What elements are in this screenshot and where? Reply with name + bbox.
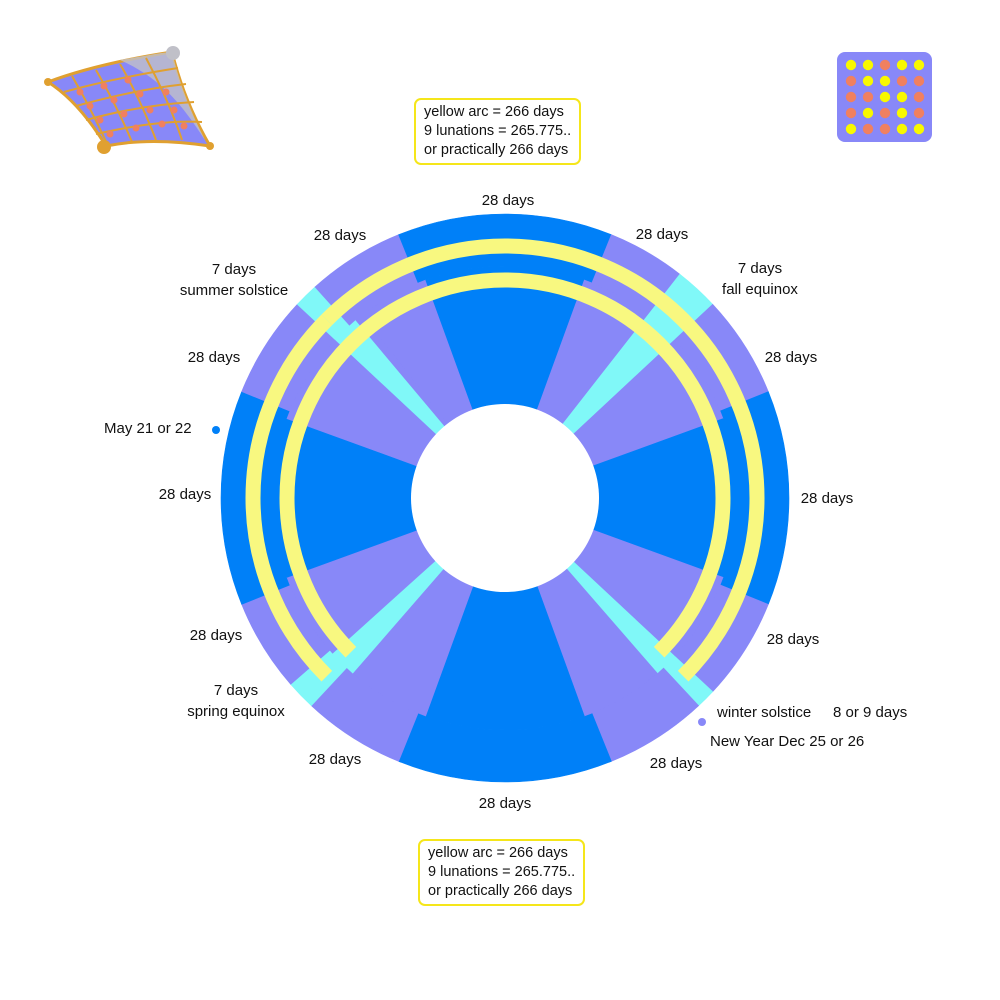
fall-name: fall equinox xyxy=(722,281,798,298)
label-may: May 21 or 22 xyxy=(104,420,192,437)
yellow-arc-callout-top: yellow arc = 266 days 9 lunations = 265.… xyxy=(414,98,582,165)
callout-line: 9 lunations = 265.775.. xyxy=(428,864,576,880)
grid-dot xyxy=(862,59,874,71)
callout-line: or practically 266 days xyxy=(424,142,569,158)
grid-dot xyxy=(913,123,925,135)
grid-dot xyxy=(879,107,891,119)
summer-name: summer solstice xyxy=(179,282,289,299)
grid-dot xyxy=(913,91,925,103)
label-left: 28 days xyxy=(158,486,212,503)
magic-carpet-icon xyxy=(44,46,214,154)
label-right-lower: 28 days xyxy=(766,631,820,648)
yellow-arcs xyxy=(245,238,765,682)
grid-dot xyxy=(896,107,908,119)
grid-dot xyxy=(862,123,874,135)
grid-dot xyxy=(845,123,857,135)
label-fall-equinox: 7 days fall equinox xyxy=(700,258,820,300)
label-upper-left: 28 days xyxy=(313,227,367,244)
grid-dot xyxy=(862,91,874,103)
grid-dot xyxy=(879,75,891,87)
callout-line: or practically 266 days xyxy=(428,883,573,899)
label-lower-left: 28 days xyxy=(308,751,362,768)
label-spring-equinox: 7 days spring equinox xyxy=(176,680,296,722)
dot-grid-icon xyxy=(837,52,932,142)
yellow-arc-inner xyxy=(279,272,731,658)
grid-dot xyxy=(913,107,925,119)
callout-line: yellow arc = 266 days xyxy=(424,104,564,120)
grid-dot xyxy=(879,91,891,103)
label-winter-solstice: winter solstice xyxy=(717,704,812,721)
center-hole xyxy=(411,404,599,592)
label-winter-days: 8 or 9 days xyxy=(833,704,908,721)
label-lower-right: 28 days xyxy=(649,755,703,772)
grid-dot xyxy=(845,75,857,87)
label-left-upper: 28 days xyxy=(187,349,241,366)
fall-days: 7 days xyxy=(737,260,783,277)
grid-dot xyxy=(896,75,908,87)
may-marker-dot xyxy=(212,426,220,434)
grid-dot xyxy=(896,59,908,71)
grid-dot xyxy=(879,59,891,71)
grid-dot xyxy=(913,75,925,87)
label-new-year: New Year Dec 25 or 26 xyxy=(710,733,865,750)
grid-dot xyxy=(879,123,891,135)
winter-marker-dot xyxy=(698,718,706,726)
grid-dot xyxy=(845,107,857,119)
label-bottom: 28 days xyxy=(478,795,532,812)
callout-line: yellow arc = 266 days xyxy=(428,845,568,861)
grid-dot xyxy=(896,123,908,135)
yellow-arc-outer xyxy=(321,238,765,682)
grid-dot xyxy=(896,91,908,103)
yellow-arc-outer-part xyxy=(245,314,333,682)
callout-line: 9 lunations = 265.775.. xyxy=(424,123,572,139)
label-upper-right: 28 days xyxy=(635,226,689,243)
label-right: 28 days xyxy=(800,490,854,507)
label-right-upper: 28 days xyxy=(764,349,818,366)
label-summer-solstice: 7 days summer solstice xyxy=(164,259,304,301)
grid-dot xyxy=(845,91,857,103)
spring-days: 7 days xyxy=(213,682,259,699)
spring-name: spring equinox xyxy=(187,703,285,720)
grid-dot xyxy=(913,59,925,71)
grid-dot xyxy=(845,59,857,71)
grid-dot xyxy=(862,75,874,87)
grid-dot xyxy=(862,107,874,119)
summer-days: 7 days xyxy=(211,261,257,278)
label-top: 28 days xyxy=(481,192,535,209)
label-left-lower: 28 days xyxy=(189,627,243,644)
yellow-arc-callout-bottom: yellow arc = 266 days 9 lunations = 265.… xyxy=(418,839,586,906)
